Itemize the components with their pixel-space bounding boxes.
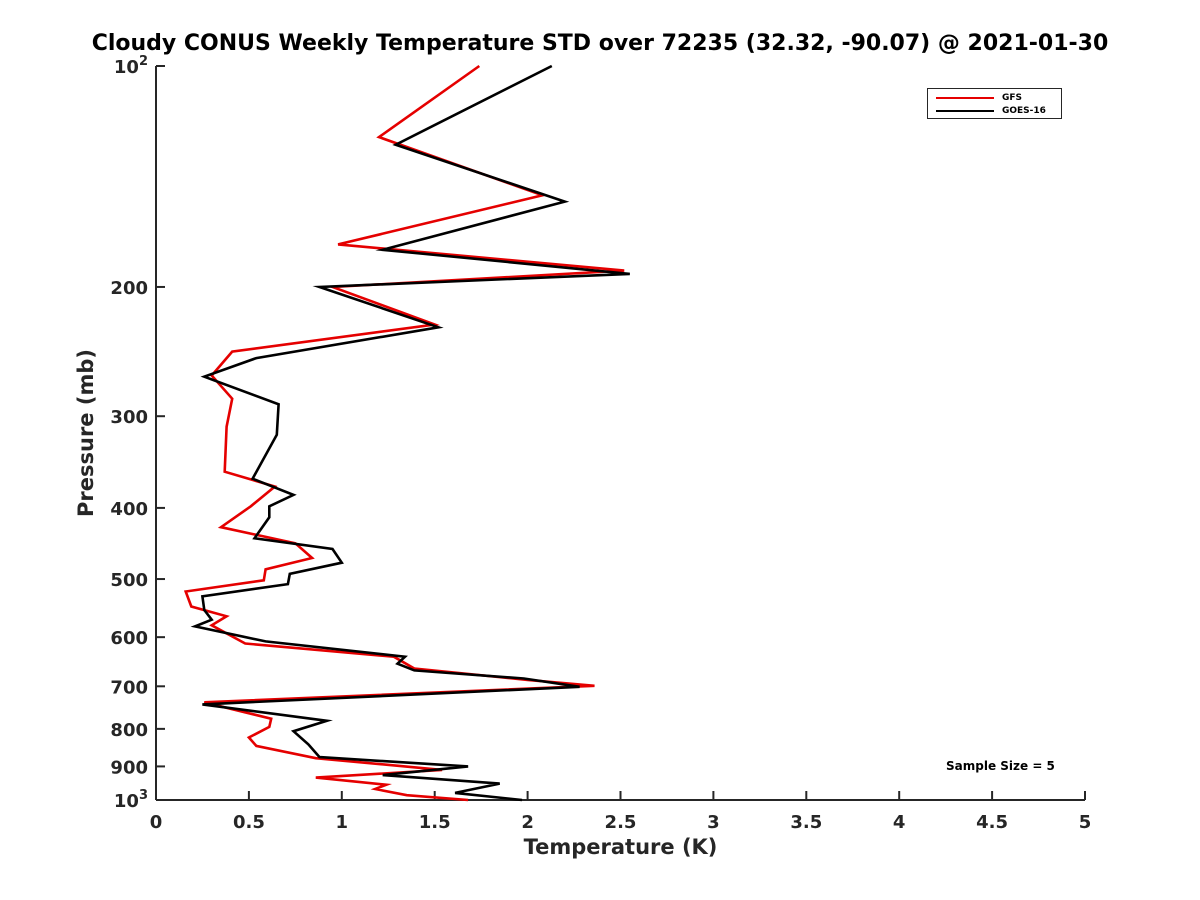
legend-entry-gfs: GFS xyxy=(936,92,1022,104)
legend: GFS GOES-16 xyxy=(927,88,1062,119)
y-tick-label: 900 xyxy=(110,757,148,778)
x-tick-label: 2.5 xyxy=(605,812,637,833)
x-tick-label: 1.5 xyxy=(419,812,451,833)
legend-label-gfs: GFS xyxy=(1002,93,1023,103)
legend-label-goes16: GOES-16 xyxy=(1002,106,1046,116)
y-tick-label: 500 xyxy=(110,570,148,591)
series-line-goes16 xyxy=(190,64,630,802)
tick-marks: 0 0.5 1 1.5 2 2.5 3 3.5 4 4.5 5 102 200 300 400 500 600 7… xyxy=(110,54,1091,833)
y-tick-label: 400 xyxy=(110,499,148,520)
y-axis-label: Pressure (mb) xyxy=(74,349,98,517)
series-group xyxy=(183,64,630,802)
y-tick-label: 600 xyxy=(110,628,148,649)
y-tick-label: 200 xyxy=(110,278,148,299)
y-tick-label: 700 xyxy=(110,677,148,698)
x-tick-label: 0 xyxy=(150,812,163,833)
x-tick-label: 2 xyxy=(521,812,534,833)
x-tick-label: 3.5 xyxy=(790,812,822,833)
x-axis-label: Temperature (K) xyxy=(523,835,718,859)
chart-title: Cloudy CONUS Weekly Temperature STD over… xyxy=(91,31,1109,56)
x-tick-label: 0.5 xyxy=(233,812,265,833)
y-tick-label: 103 xyxy=(114,788,148,812)
legend-swatch-goes16 xyxy=(936,110,994,112)
y-tick-label: 300 xyxy=(110,407,148,428)
legend-swatch-gfs xyxy=(936,97,994,99)
sample-size-annotation: Sample Size = 5 xyxy=(946,759,1055,773)
series-line-gfs xyxy=(183,64,625,802)
x-tick-label: 4.5 xyxy=(976,812,1008,833)
legend-entry-goes16: GOES-16 xyxy=(936,105,1046,117)
x-tick-label: 5 xyxy=(1079,812,1092,833)
y-tick-label: 800 xyxy=(110,720,148,741)
x-tick-label: 3 xyxy=(707,812,720,833)
x-tick-label: 4 xyxy=(893,812,906,833)
x-tick-label: 1 xyxy=(336,812,349,833)
y-tick-label: 102 xyxy=(114,54,148,78)
axes xyxy=(155,66,1085,801)
